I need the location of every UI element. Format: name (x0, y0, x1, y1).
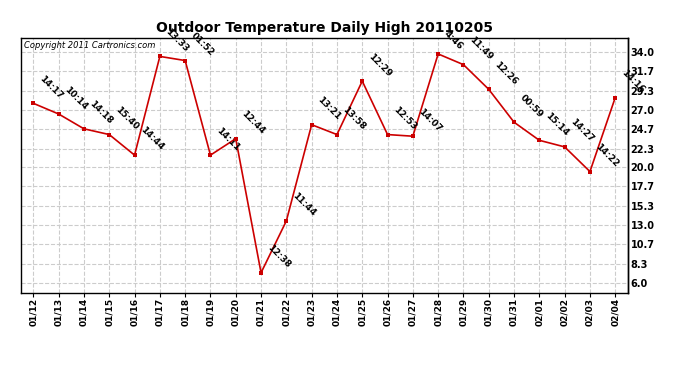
Point (433, 51, 444, 57)
Point (509, 119, 520, 125)
Text: 14:16: 14:16 (620, 68, 646, 95)
Point (483, 86, 494, 92)
Text: 14:27: 14:27 (569, 117, 595, 144)
Text: 14:17: 14:17 (37, 74, 64, 100)
Point (28, 100, 39, 106)
Text: 12:53: 12:53 (392, 105, 418, 132)
Point (79, 126, 90, 132)
Point (205, 152, 216, 158)
Text: 12:38: 12:38 (265, 243, 292, 270)
Text: 14:22: 14:22 (594, 142, 621, 169)
Point (230, 136, 241, 142)
Point (458, 62, 469, 68)
Point (255, 270, 266, 276)
Point (534, 137, 545, 143)
Point (306, 122, 317, 128)
Text: 11:49: 11:49 (468, 35, 495, 62)
Text: 14:11: 14:11 (215, 126, 242, 152)
Text: 14:44: 14:44 (139, 126, 166, 152)
Text: 01:52: 01:52 (189, 31, 216, 58)
Text: 14:07: 14:07 (417, 107, 444, 134)
Point (382, 132, 393, 138)
Text: 10:14: 10:14 (63, 85, 90, 111)
Text: 14:18: 14:18 (88, 99, 115, 126)
Text: 11:44: 11:44 (290, 191, 317, 218)
Point (584, 169, 595, 175)
Text: 12:29: 12:29 (366, 52, 393, 78)
Point (53, 111, 64, 117)
Point (129, 152, 140, 158)
Point (104, 132, 115, 138)
Point (331, 132, 342, 138)
Text: 15:40: 15:40 (113, 105, 140, 132)
Text: 15:14: 15:14 (544, 111, 570, 138)
Point (407, 133, 418, 139)
Point (281, 218, 292, 224)
Text: 13:21: 13:21 (316, 95, 342, 122)
Text: 12:44: 12:44 (240, 109, 267, 136)
Text: 13:33: 13:33 (164, 27, 190, 54)
Text: 4:46: 4:46 (442, 29, 464, 51)
Text: 00:59: 00:59 (518, 93, 544, 120)
Text: 13:58: 13:58 (341, 105, 368, 132)
Point (610, 94, 621, 100)
Text: Copyright 2011 Cartronics.com: Copyright 2011 Cartronics.com (23, 41, 155, 50)
Point (357, 78, 368, 84)
Point (179, 57, 190, 63)
Point (155, 53, 166, 59)
Point (559, 144, 570, 150)
Text: 12:26: 12:26 (493, 60, 520, 87)
Title: Outdoor Temperature Daily High 20110205: Outdoor Temperature Daily High 20110205 (156, 21, 493, 35)
